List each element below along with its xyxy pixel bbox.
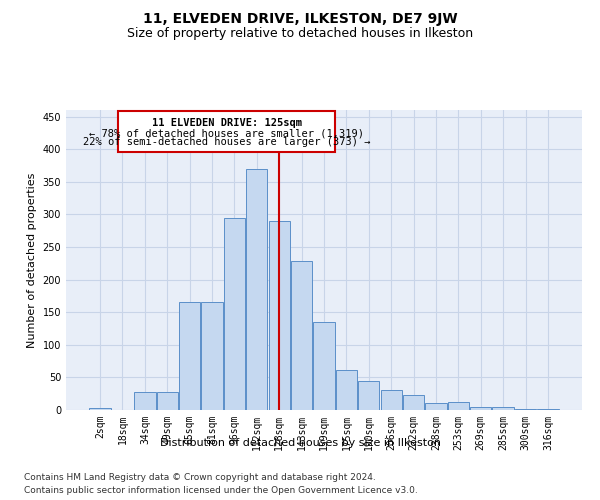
Bar <box>202 302 223 410</box>
Text: Contains public sector information licensed under the Open Government Licence v3: Contains public sector information licen… <box>24 486 418 495</box>
FancyBboxPatch shape <box>118 112 335 152</box>
Text: 11, ELVEDEN DRIVE, ILKESTON, DE7 9JW: 11, ELVEDEN DRIVE, ILKESTON, DE7 9JW <box>143 12 457 26</box>
Bar <box>403 395 424 410</box>
Text: 22% of semi-detached houses are larger (373) →: 22% of semi-detached houses are larger (… <box>83 138 370 147</box>
Bar <box>157 392 178 410</box>
Bar <box>515 408 536 410</box>
Text: Distribution of detached houses by size in Ilkeston: Distribution of detached houses by size … <box>160 438 440 448</box>
Bar <box>380 390 402 410</box>
Bar <box>470 406 491 410</box>
Bar <box>448 402 469 410</box>
Bar <box>89 408 111 410</box>
Text: Contains HM Land Registry data © Crown copyright and database right 2024.: Contains HM Land Registry data © Crown c… <box>24 472 376 482</box>
Bar <box>134 392 155 410</box>
Bar <box>336 370 357 410</box>
Bar <box>246 168 268 410</box>
Bar <box>291 262 312 410</box>
Bar <box>425 404 446 410</box>
Text: ← 78% of detached houses are smaller (1,319): ← 78% of detached houses are smaller (1,… <box>89 128 364 138</box>
Bar <box>313 322 335 410</box>
Bar <box>224 218 245 410</box>
Bar <box>493 408 514 410</box>
Text: 11 ELVEDEN DRIVE: 125sqm: 11 ELVEDEN DRIVE: 125sqm <box>152 118 302 128</box>
Bar <box>358 382 379 410</box>
Y-axis label: Number of detached properties: Number of detached properties <box>27 172 37 348</box>
Bar <box>269 221 290 410</box>
Text: Size of property relative to detached houses in Ilkeston: Size of property relative to detached ho… <box>127 28 473 40</box>
Bar <box>179 302 200 410</box>
